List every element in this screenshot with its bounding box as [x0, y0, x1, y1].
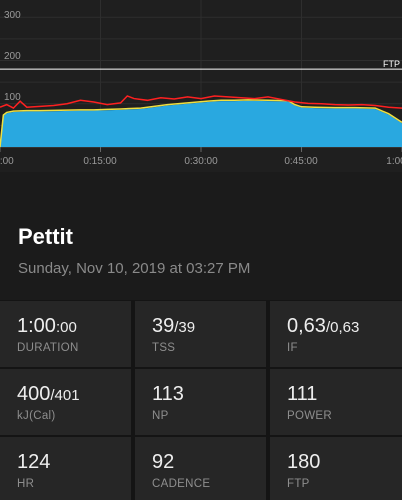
x-tick-end: 1:00 — [386, 156, 402, 167]
stat-if-value: 0,63 — [287, 315, 326, 337]
stat-power-label: POWER — [287, 410, 332, 422]
stat-hr-label: HR — [17, 478, 35, 490]
stat-kj-planned: /401 — [50, 387, 80, 404]
x-tick-30: 0:30:00 — [184, 156, 218, 167]
x-tick-15: 0:15:00 — [83, 156, 117, 167]
stat-hr-value: 124 — [17, 451, 51, 473]
x-tick-start: 0:00 — [0, 156, 14, 167]
stat-cadence-label: CADENCE — [152, 478, 211, 490]
stat-duration-seconds: :00 — [55, 319, 77, 336]
stat-kj-value: 400 — [17, 383, 51, 405]
stat-tss-value: 39 — [152, 315, 175, 337]
y-tick-200: 200 — [4, 51, 21, 62]
stat-duration-value: 1:00 — [17, 315, 56, 337]
y-tick-100: 100 — [4, 92, 21, 103]
x-tick-45: 0:45:00 — [284, 156, 318, 167]
stat-if-planned: /0,63 — [325, 319, 360, 336]
workout-title: Pettit — [18, 224, 73, 249]
stats-grid: 1:00:00 DURATION 39/39 TSS 0,63/0,63 IF … — [0, 300, 402, 500]
stat-hr: 124 HR — [0, 437, 131, 500]
stat-tss-planned: /39 — [174, 319, 196, 336]
stat-tss: 39/39 TSS — [135, 301, 266, 367]
stat-kj-label: kJ(Cal) — [17, 410, 56, 422]
workout-date: Sunday, Nov 10, 2019 at 03:27 PM — [18, 260, 251, 277]
heart-rate-series — [0, 95, 402, 110]
stat-duration: 1:00:00 DURATION — [0, 301, 131, 367]
workout-power-chart[interactable]: 300 200 100 FTP 0:00 0:15:00 0:30:00 0:4… — [0, 0, 402, 172]
y-tick-300: 300 — [4, 10, 21, 21]
stat-np-value: 113 — [152, 383, 184, 405]
stat-kj: 400/401 kJ(Cal) — [0, 369, 131, 435]
stat-if: 0,63/0,63 IF — [270, 301, 402, 367]
stat-np-label: NP — [152, 410, 169, 422]
stat-power-value: 111 — [287, 383, 318, 405]
stat-tss-label: TSS — [152, 342, 176, 354]
stat-if-label: IF — [287, 342, 298, 354]
stat-cadence-value: 92 — [152, 451, 175, 473]
stat-ftp-label: FTP — [287, 478, 310, 490]
workout-header: Pettit Sunday, Nov 10, 2019 at 03:27 PM — [0, 172, 402, 300]
stat-np: 113 NP — [135, 369, 266, 435]
power-area-series — [0, 100, 402, 147]
chart-canvas — [0, 0, 402, 152]
ftp-line-label: FTP — [383, 59, 400, 69]
stat-ftp-value: 180 — [287, 451, 321, 473]
stat-duration-label: DURATION — [17, 342, 79, 354]
stat-ftp: 180 FTP — [270, 437, 402, 500]
power-line-series — [0, 99, 402, 148]
stat-power: 111 POWER — [270, 369, 402, 435]
stat-cadence: 92 CADENCE — [135, 437, 266, 500]
